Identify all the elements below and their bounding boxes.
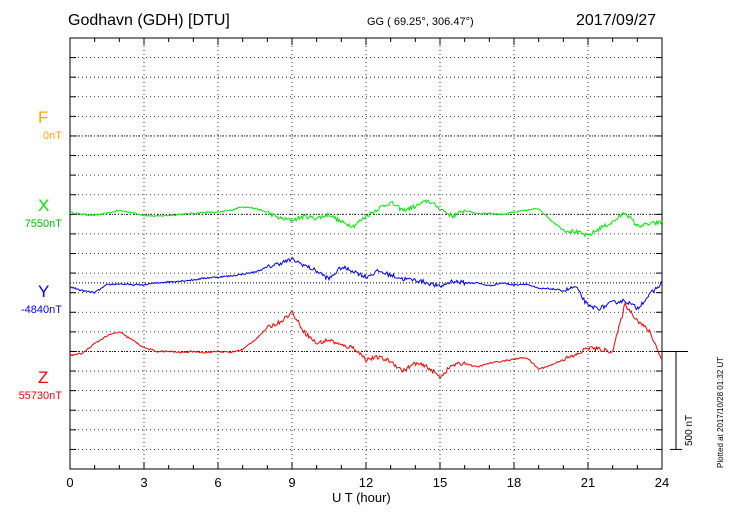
trace-y [69, 256, 663, 311]
x-tick-label: 3 [140, 475, 147, 490]
station-coordinates: GG ( 69.25°, 306.47°) [367, 16, 474, 28]
trace-z [69, 301, 663, 380]
component-label-x: X [38, 196, 50, 215]
x-tick-label: 6 [214, 475, 221, 490]
x-tick-label: 18 [507, 475, 521, 490]
x-tick-label: 24 [655, 475, 669, 490]
chart-date: 2017/09/27 [576, 12, 657, 29]
x-axis-title: U T (hour) [332, 490, 391, 505]
baseline-label-z: 55730nT [18, 390, 62, 402]
trace-x [69, 199, 663, 238]
baseline-label-y: -4840nT [21, 304, 62, 316]
baseline-label-x: 7550nT [24, 218, 62, 230]
station-title: Godhavn (GDH) [DTU] [68, 12, 230, 29]
scale-bar-label: 500 nT [684, 414, 695, 446]
component-label-f: F [38, 108, 49, 127]
x-tick-label: 12 [359, 475, 373, 490]
x-tick-label: 21 [581, 475, 595, 490]
x-tick-label: 15 [433, 475, 447, 490]
component-label-z: Z [38, 368, 49, 387]
x-tick-label: 0 [66, 475, 73, 490]
baseline-label-f: 0nT [43, 130, 62, 142]
x-tick-label: 9 [288, 475, 295, 490]
component-label-y: Y [38, 282, 50, 301]
